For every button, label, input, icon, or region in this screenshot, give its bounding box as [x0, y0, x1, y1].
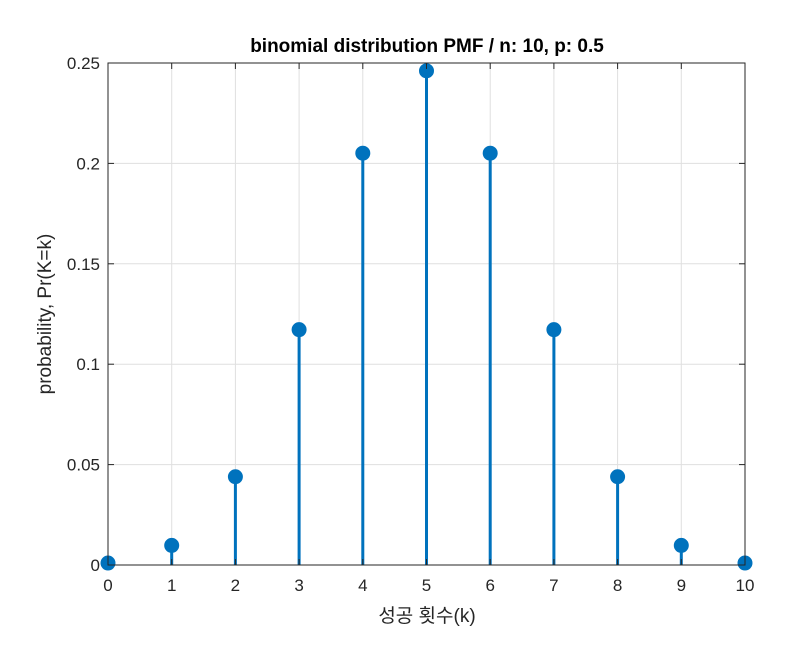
y-axis-ticks: 0 0.05 0.1 0.15 0.2 0.25: [67, 54, 745, 575]
stem-marker-8: [610, 469, 626, 485]
stem-marker-9: [673, 537, 689, 553]
y-axis-label: probability, Pr(K=k): [35, 234, 56, 395]
x-axis-ticks: 0 1 2 3 4 5 6 7 8 9 10: [103, 63, 754, 595]
x-tick-label-5: 5: [422, 576, 431, 595]
x-tick-label-1: 1: [167, 576, 176, 595]
x-tick-label-0: 0: [103, 576, 112, 595]
stem-marker-7: [546, 322, 562, 338]
data-series: [100, 63, 753, 571]
x-tick-label-2: 2: [231, 576, 240, 595]
stem-marker-6: [482, 145, 498, 161]
y-tick-label-3: 0.15: [67, 255, 100, 274]
y-tick-label-4: 0.2: [76, 154, 100, 173]
x-tick-label-7: 7: [549, 576, 558, 595]
y-tick-label-1: 0.05: [67, 456, 100, 475]
stem-marker-3: [291, 322, 307, 338]
stem-marker-1: [164, 537, 180, 553]
x-axis-label: 성공 횟수(k): [378, 605, 475, 627]
stem-marker-2: [227, 469, 243, 485]
x-tick-label-8: 8: [613, 576, 622, 595]
y-tick-label-2: 0.1: [76, 355, 100, 374]
chart-title: binomial distribution PMF / n: 10, p: 0.…: [250, 36, 604, 57]
stem-marker-4: [355, 145, 371, 161]
x-tick-label-10: 10: [736, 576, 755, 595]
x-tick-label-4: 4: [358, 576, 367, 595]
x-tick-label-3: 3: [294, 576, 303, 595]
x-tick-label-9: 9: [677, 576, 686, 595]
y-tick-label-0: 0: [91, 556, 100, 575]
y-tick-label-5: 0.25: [67, 54, 100, 73]
x-tick-label-6: 6: [485, 576, 494, 595]
